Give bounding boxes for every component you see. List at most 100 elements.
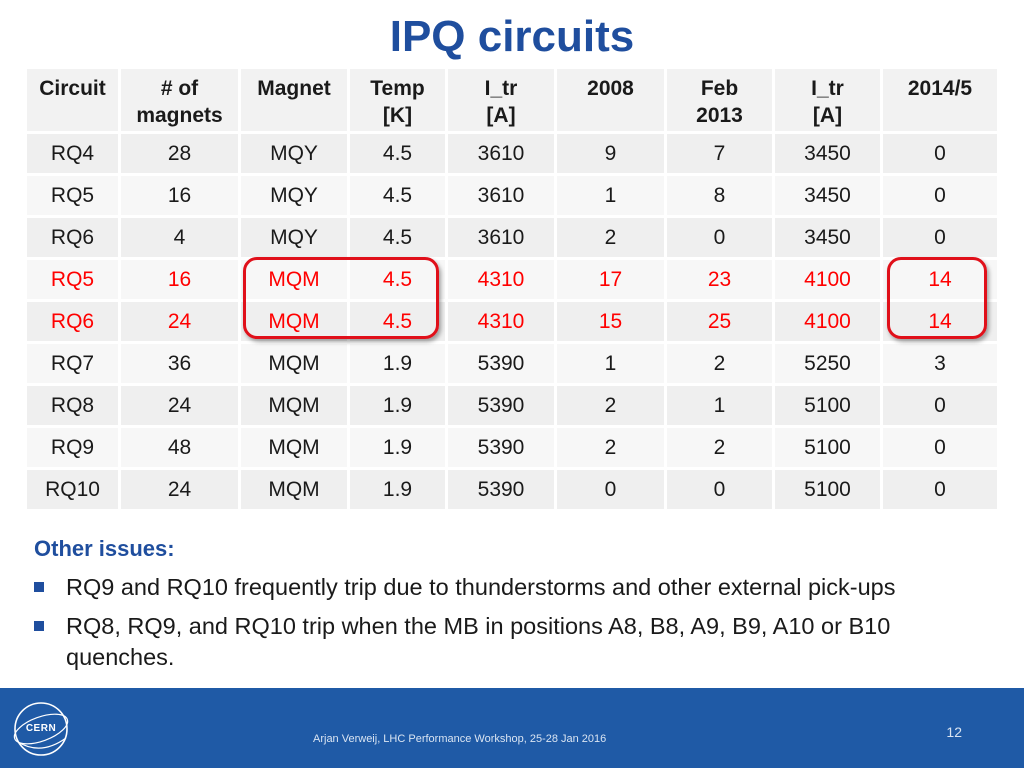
column-header-label: I_tr [A] [811, 77, 844, 127]
table-cell: 5100 [775, 386, 880, 425]
table-header-row: Circuit # of magnets Magnet Temp [K] I_tr [A… [27, 69, 997, 131]
column-header-label: Feb 2013 [696, 77, 743, 127]
table-cell: 3450 [775, 134, 880, 173]
table-row: RQ8 24 MQM 1.9 5390 2 1 5100 0 [27, 386, 997, 425]
table-cell: 1.9 [350, 386, 445, 425]
column-header: Feb 2013 [667, 69, 772, 131]
cern-logo: CERN [10, 698, 72, 760]
table-cell: 0 [883, 470, 997, 509]
table-cell: MQY [241, 218, 347, 257]
table-cell: 2 [557, 386, 664, 425]
table-cell: 0 [883, 218, 997, 257]
table-cell: 2 [667, 428, 772, 467]
table-cell: 0 [883, 176, 997, 215]
table-cell: 2 [557, 218, 664, 257]
column-header-label: I_tr [A] [484, 77, 518, 127]
table-cell: 4100 [775, 302, 880, 341]
issue-text: RQ9 and RQ10 frequently trip due to thun… [66, 574, 896, 600]
other-issues-heading: Other issues: [34, 536, 175, 561]
footer-bar: CERN Arjan Verweij, LHC Performance Work… [0, 688, 1024, 768]
highlight-box-2014-trips [887, 257, 987, 339]
table-cell: 48 [121, 428, 238, 467]
cern-logo-text: CERN [25, 723, 57, 734]
table-cell: 7 [667, 134, 772, 173]
highlight-box-magnet-temp [243, 257, 439, 339]
table-cell: 5100 [775, 470, 880, 509]
column-header-label: 2014/5 [907, 77, 973, 100]
table-row: RQ6 24 MQM 4.5 4310 15 25 4100 14 [27, 302, 997, 341]
table-row: RQ5 16 MQY 4.5 3610 1 8 3450 0 [27, 176, 997, 215]
table-cell: MQM [241, 428, 347, 467]
issue-item: RQ8, RQ9, and RQ10 trip when the MB in p… [32, 611, 992, 673]
table-cell: 3450 [775, 176, 880, 215]
cern-logo-icon [13, 702, 69, 756]
column-header: 2008 [557, 69, 664, 131]
issue-item: RQ9 and RQ10 frequently trip due to thun… [32, 572, 992, 603]
table-row: RQ5 16 MQM 4.5 4310 17 23 4100 14 [27, 260, 997, 299]
column-header: 2014/5 [883, 69, 997, 131]
table-cell: 24 [121, 470, 238, 509]
table-cell: 4310 [448, 302, 554, 341]
ipq-circuits-table: Circuit # of magnets Magnet Temp [K] I_tr [A… [24, 66, 1000, 512]
table-cell: 5390 [448, 386, 554, 425]
table-cell: 0 [557, 470, 664, 509]
table-cell: 5390 [448, 344, 554, 383]
table-cell: 5390 [448, 428, 554, 467]
table-cell: MQM [241, 344, 347, 383]
table-cell: MQY [241, 134, 347, 173]
table-cell: 16 [121, 260, 238, 299]
table-cell: 0 [883, 428, 997, 467]
issue-text: RQ8, RQ9, and RQ10 trip when the MB in p… [66, 613, 891, 670]
table-cell: 5250 [775, 344, 880, 383]
table-row: RQ7 36 MQM 1.9 5390 1 2 5250 3 [27, 344, 997, 383]
table-cell: RQ8 [27, 386, 118, 425]
column-header: # of magnets [121, 69, 238, 131]
square-bullet-icon [34, 621, 44, 631]
table-cell: 25 [667, 302, 772, 341]
column-header: Magnet [241, 69, 347, 131]
table-cell: 3450 [775, 218, 880, 257]
table-cell: 2 [667, 344, 772, 383]
column-header: Circuit [27, 69, 118, 131]
column-header: I_tr [A] [775, 69, 880, 131]
table-row: RQ6 4 MQY 4.5 3610 2 0 3450 0 [27, 218, 997, 257]
square-bullet-icon [34, 582, 44, 592]
table-cell: 9 [557, 134, 664, 173]
table-cell: 1.9 [350, 428, 445, 467]
table-cell: 0 [883, 386, 997, 425]
table-cell: RQ6 [27, 302, 118, 341]
table-cell: 4310 [448, 260, 554, 299]
column-header-label: # of magnets [136, 77, 223, 127]
table-cell: 23 [667, 260, 772, 299]
table-cell: 4 [121, 218, 238, 257]
table-cell: 0 [667, 218, 772, 257]
column-header-label: Circuit [39, 77, 106, 100]
table-cell: 8 [667, 176, 772, 215]
table-row: RQ9 48 MQM 1.9 5390 2 2 5100 0 [27, 428, 997, 467]
table-cell: 24 [121, 386, 238, 425]
table-cell: MQY [241, 176, 347, 215]
table-cell: 3 [883, 344, 997, 383]
table-cell: MQM [241, 302, 347, 341]
column-header-label: 2008 [587, 77, 634, 100]
table-cell: 0 [667, 470, 772, 509]
table-cell: RQ5 [27, 176, 118, 215]
table-cell: RQ10 [27, 470, 118, 509]
table-cell: 3610 [448, 176, 554, 215]
page-number: 12 [946, 724, 962, 740]
table-cell: 28 [121, 134, 238, 173]
table-cell: RQ6 [27, 218, 118, 257]
issue-list: RQ9 and RQ10 frequently trip due to thun… [32, 572, 992, 681]
table-cell: 16 [121, 176, 238, 215]
table-cell: 36 [121, 344, 238, 383]
table-body: RQ4 28 MQY 4.5 3610 9 7 3450 0 RQ5 16 MQY 4.5 3610 1 8 3… [27, 134, 997, 509]
table-cell: 2 [557, 428, 664, 467]
table-cell: RQ7 [27, 344, 118, 383]
table-cell: 0 [883, 134, 997, 173]
table-cell: 4.5 [350, 134, 445, 173]
table-cell: 1.9 [350, 470, 445, 509]
table-cell: 4.5 [350, 176, 445, 215]
table-row: RQ4 28 MQY 4.5 3610 9 7 3450 0 [27, 134, 997, 173]
column-header: I_tr [A] [448, 69, 554, 131]
table-cell: MQM [241, 386, 347, 425]
